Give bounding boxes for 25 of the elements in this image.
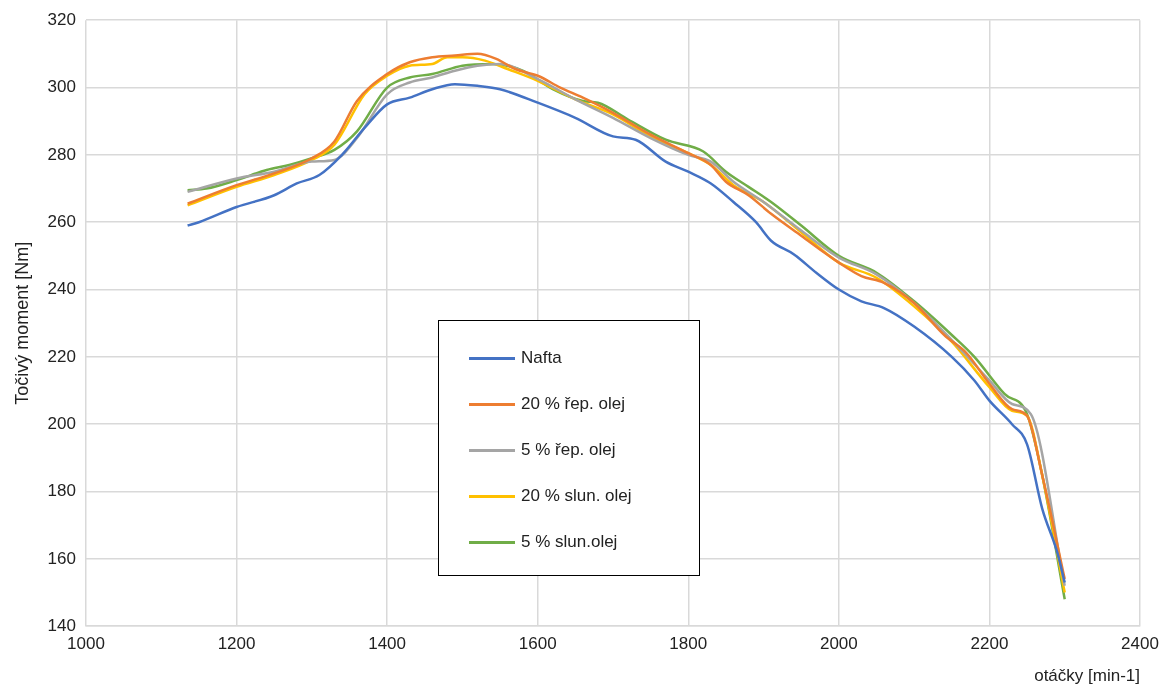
x-tick-label: 1600 (518, 634, 557, 654)
legend-label: 20 % řep. olej (521, 394, 625, 414)
x-tick-label: 2200 (970, 634, 1009, 654)
y-tick-label: 180 (47, 481, 76, 501)
y-tick-label: 200 (47, 413, 76, 433)
legend-label: 5 % slun.olej (521, 532, 618, 552)
legend-label: 20 % slun. olej (521, 486, 632, 506)
y-tick-label: 160 (47, 548, 76, 568)
x-tick-label: 1800 (669, 634, 708, 654)
x-tick-label: 1200 (217, 634, 256, 654)
x-tick-label: 1000 (67, 634, 105, 654)
y-tick-label: 220 (47, 346, 76, 366)
y-axis-title: Točivý moment [Nm] (11, 241, 32, 405)
y-tick-label: 260 (47, 211, 76, 231)
y-tick-label: 140 (47, 615, 76, 635)
y-tick-label: 320 (47, 9, 76, 29)
x-tick-label: 2400 (1121, 634, 1159, 654)
x-tick-label: 1400 (368, 634, 407, 654)
y-tick-label: 280 (47, 144, 76, 164)
y-tick-label: 300 (47, 77, 76, 97)
x-axis-title: otáčky [min-1] (1034, 666, 1140, 686)
y-tick-label: 240 (47, 279, 76, 299)
legend-label: Nafta (521, 348, 562, 368)
x-tick-label: 2000 (819, 634, 858, 654)
legend-label: 5 % řep. olej (521, 440, 616, 460)
